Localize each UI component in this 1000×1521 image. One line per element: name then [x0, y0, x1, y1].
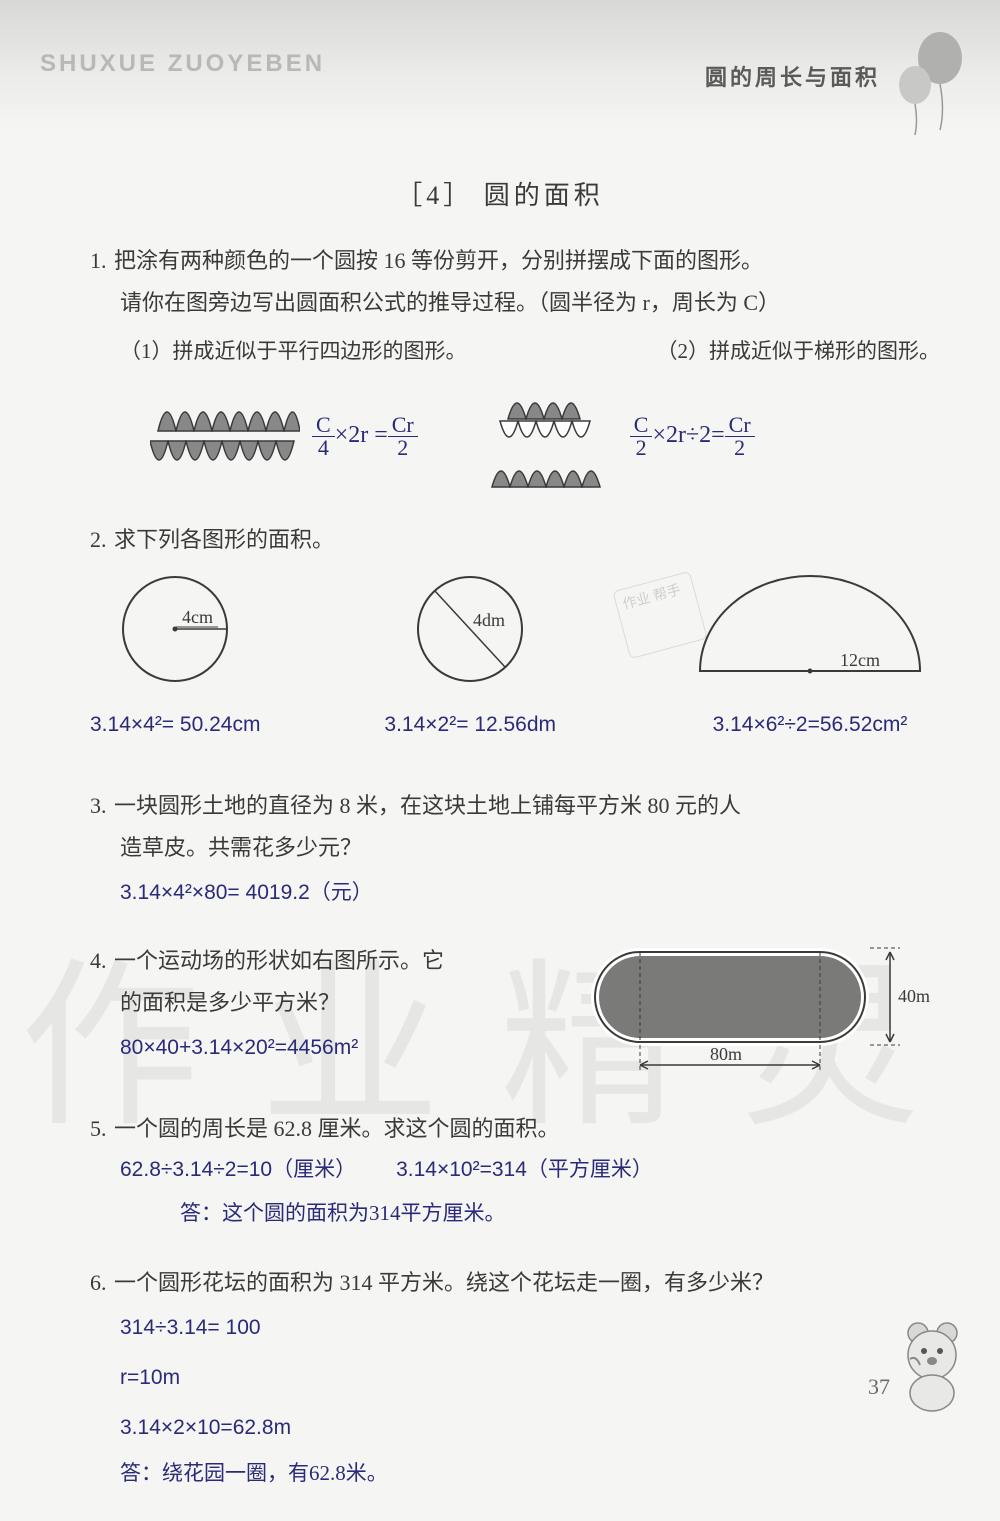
p1-diagram-2: C2×2r÷2=Cr2 [478, 381, 755, 491]
bear-decoration [890, 1315, 975, 1415]
problem-4: 4.一个运动场的形状如右图所示。它 的面积是多少平方米？ 80×40+3.14×… [90, 940, 940, 1080]
problem-1: 1.把涂有两种颜色的一个圆按 16 等份剪开，分别拼摆成下面的图形。 请你在图旁… [90, 240, 940, 491]
p1-sub1: （1）拼成近似于平行四边形的图形。 [120, 332, 467, 372]
p4-answer: 80×40+3.14×20²=4456m² [120, 1028, 520, 1068]
parallelogram-shape [150, 381, 300, 491]
p1-formula-2: C2×2r÷2=Cr2 [630, 413, 755, 459]
p5-answer-a: 62.8÷3.14÷2=10（厘米） [120, 1150, 356, 1190]
svg-text:40m: 40m [898, 986, 930, 1006]
problem-3: 3.一块圆形土地的直径为 8 米，在这块土地上铺每平方米 80 元的人 造草皮。… [90, 785, 940, 912]
trapezoid-shape [478, 381, 618, 491]
p6-answer2: r=10m [120, 1358, 940, 1398]
p6-answer3: 3.14×2×10=62.8m [120, 1408, 940, 1448]
problem-5: 5.一个圆的周长是 62.8 厘米。求这个圆的面积。 62.8÷3.14÷2=1… [90, 1108, 940, 1234]
problem-number: 3. [90, 785, 114, 827]
p5-text: 一个圆的周长是 62.8 厘米。求这个圆的面积。 [114, 1116, 560, 1141]
p2-fig1: 4cm 3.14×4²= 50.24cm [90, 571, 260, 745]
track-figure: 40m 80m [540, 940, 940, 1080]
problem-number: 4. [90, 940, 114, 982]
p5-answer-b: 3.14×10²=314（平方厘米） [396, 1150, 653, 1190]
section-title: ［4］ 圆的面积 [0, 175, 1000, 212]
p4-line2: 的面积是多少平方米？ [120, 990, 340, 1015]
p3-line1: 一块圆形土地的直径为 8 米，在这块土地上铺每平方米 80 元的人 [114, 793, 741, 818]
p1-line1: 把涂有两种颜色的一个圆按 16 等份剪开，分别拼摆成下面的图形。 [114, 248, 763, 273]
p1-line2: 请你在图旁边写出圆面积公式的推导过程。（圆半径为 r，周长为 C） [120, 290, 780, 315]
problem-number: 5. [90, 1108, 114, 1150]
problem-number: 6. [90, 1262, 114, 1304]
header-right-text: 圆的周长与面积 [705, 60, 880, 92]
svg-text:4cm: 4cm [182, 607, 213, 627]
p3-answer: 3.14×4²×80= 4019.2（元） [120, 873, 940, 913]
p2-text: 求下列各图形的面积。 [114, 527, 334, 552]
svg-text:80m: 80m [710, 1044, 742, 1064]
p2-fig3: 12cm 3.14×6²÷2=56.52cm² [680, 571, 940, 745]
svg-text:12cm: 12cm [840, 650, 880, 670]
problem-6: 6.一个圆形花坛的面积为 314 平方米。绕这个花坛走一圈，有多少米？ 314÷… [90, 1262, 940, 1493]
p6-answer1: 314÷3.14= 100 [120, 1308, 940, 1348]
page-number: 37 [868, 1374, 890, 1400]
p2-answer3: 3.14×6²÷2=56.52cm² [680, 705, 940, 745]
p3-line2: 造草皮。共需花多少元？ [120, 835, 362, 860]
problem-number: 2. [90, 519, 114, 561]
p6-text: 一个圆形花坛的面积为 314 平方米。绕这个花坛走一圈，有多少米？ [114, 1270, 774, 1295]
content-area: 1.把涂有两种颜色的一个圆按 16 等份剪开，分别拼摆成下面的图形。 请你在图旁… [90, 240, 940, 1521]
problem-number: 1. [90, 240, 114, 282]
p5-answer2: 答：这个圆的面积为314平方厘米。 [180, 1194, 940, 1234]
p1-formula-1: C4×2r =Cr2 [312, 413, 418, 459]
p1-diagram-1: C4×2r =Cr2 [150, 381, 418, 491]
p6-answer4: 答：绕花园一圈，有62.8米。 [120, 1454, 940, 1494]
problem-2: 2.求下列各图形的面积。 4cm 3.14×4²= 50.24cm 4dm [90, 519, 940, 744]
p1-sub2: （2）拼成近似于梯形的图形。 [657, 332, 941, 372]
p2-fig2: 4dm 3.14×2²= 12.56dm [384, 571, 556, 745]
balloon-decoration [890, 30, 970, 140]
p2-answer2: 3.14×2²= 12.56dm [384, 705, 556, 745]
p4-line1: 一个运动场的形状如右图所示。它 [114, 948, 444, 973]
p2-answer1: 3.14×4²= 50.24cm [90, 705, 260, 745]
header-left-text: SHUXUE ZUOYEBEN [40, 50, 325, 78]
svg-text:4dm: 4dm [473, 610, 505, 630]
